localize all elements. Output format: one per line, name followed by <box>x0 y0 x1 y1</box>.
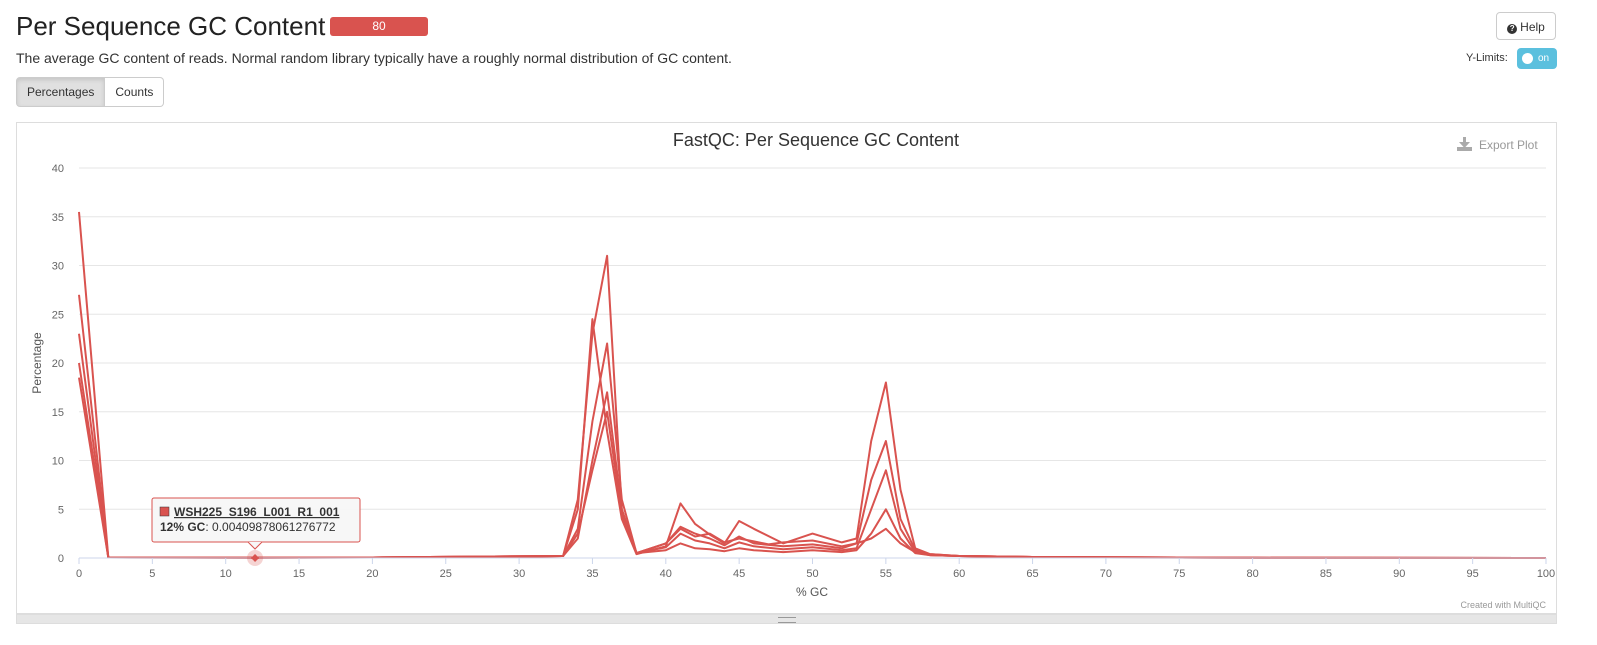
y-tick-label: 10 <box>52 456 64 468</box>
y-axis-label: Percentage <box>30 332 44 394</box>
x-tick-label: 50 <box>806 568 818 580</box>
x-tick-label: 40 <box>660 568 672 580</box>
ylimits-label: Y-Limits: <box>1466 52 1508 64</box>
x-tick-label: 90 <box>1393 568 1405 580</box>
x-tick-label: 5 <box>149 568 155 580</box>
x-tick-label: 0 <box>76 568 82 580</box>
series-line-5 <box>78 377 1547 559</box>
y-tick-label: 25 <box>52 309 64 321</box>
y-tick-label: 5 <box>58 504 64 516</box>
tooltip: WSH225_S196_L001_R1_001 12% GC: 0.004098… <box>151 497 361 566</box>
x-tick-label: 85 <box>1320 568 1332 580</box>
x-tick-label: 20 <box>366 568 378 580</box>
tab-percentages[interactable]: Percentages <box>16 77 106 107</box>
x-tick-label: 60 <box>953 568 965 580</box>
plot-container <box>16 122 1557 614</box>
x-tick-label: 25 <box>440 568 452 580</box>
data-view-tabs: Percentages Counts <box>16 77 165 107</box>
x-axis-ticks: 0 5 10 15 20 25 30 35 40 45 50 55 60 65 70 75 80 85 90 95 10… <box>76 558 1555 580</box>
x-tick-label: 75 <box>1173 568 1185 580</box>
x-tick-label: 70 <box>1100 568 1112 580</box>
created-with-credit: Created with MultiQC <box>1460 600 1546 610</box>
tab-counts[interactable]: Counts <box>105 77 165 107</box>
plot-resize-handle[interactable] <box>16 614 1557 624</box>
ylimits-toggle[interactable]: on <box>1517 48 1557 69</box>
export-plot-button[interactable]: Export Plot <box>1457 137 1538 152</box>
tooltip-sample-name: WSH225_S196_L001_R1_001 <box>174 505 340 519</box>
x-tick-label: 10 <box>220 568 232 580</box>
y-tick-label: 40 <box>52 163 64 175</box>
x-tick-label: 35 <box>586 568 598 580</box>
y-tick-label: 30 <box>52 261 64 273</box>
help-label: Help <box>1520 20 1545 34</box>
x-tick-label: 65 <box>1026 568 1038 580</box>
page-title: Per Sequence GC Content <box>16 11 326 41</box>
x-tick-label: 30 <box>513 568 525 580</box>
x-tick-label: 100 <box>1537 568 1555 580</box>
y-axis-ticks: 0 5 10 15 20 25 30 35 40 <box>52 163 64 565</box>
download-icon <box>1457 137 1472 151</box>
toggle-knob <box>1522 53 1533 64</box>
tooltip-point-marker <box>251 553 260 562</box>
help-button[interactable]: ? Help <box>1496 12 1556 40</box>
x-tick-label: 55 <box>880 568 892 580</box>
tooltip-x-label: 12% GC <box>160 520 206 534</box>
x-tick-label: 80 <box>1246 568 1258 580</box>
export-plot-label: Export Plot <box>1479 138 1538 152</box>
x-tick-label: 45 <box>733 568 745 580</box>
y-tick-label: 0 <box>58 553 64 565</box>
tooltip-value: : 0.00409878061276772 <box>205 520 335 534</box>
x-tick-label: 95 <box>1467 568 1479 580</box>
x-tick-label: 15 <box>293 568 305 580</box>
grid-lines <box>79 167 1546 510</box>
status-badge: 80 <box>330 17 428 36</box>
svg-text:12% GC: 0.00409878061276772: 12% GC: 0.00409878061276772 <box>160 520 336 534</box>
chart-title: FastQC: Per Sequence GC Content <box>673 130 959 150</box>
y-tick-label: 15 <box>52 407 64 419</box>
question-circle-icon: ? <box>1507 24 1518 34</box>
toggle-state: on <box>1538 53 1550 64</box>
series-line-3 <box>78 333 1547 559</box>
x-axis-label: % GC <box>796 585 828 599</box>
resize-grip-icon <box>778 617 796 623</box>
y-tick-label: 20 <box>52 358 64 370</box>
series-lines <box>78 211 1547 559</box>
tooltip-color-swatch <box>159 506 170 517</box>
series-line-2 <box>78 294 1547 559</box>
y-tick-label: 35 <box>52 212 64 224</box>
section-description: The average GC content of reads. Normal … <box>16 50 732 66</box>
